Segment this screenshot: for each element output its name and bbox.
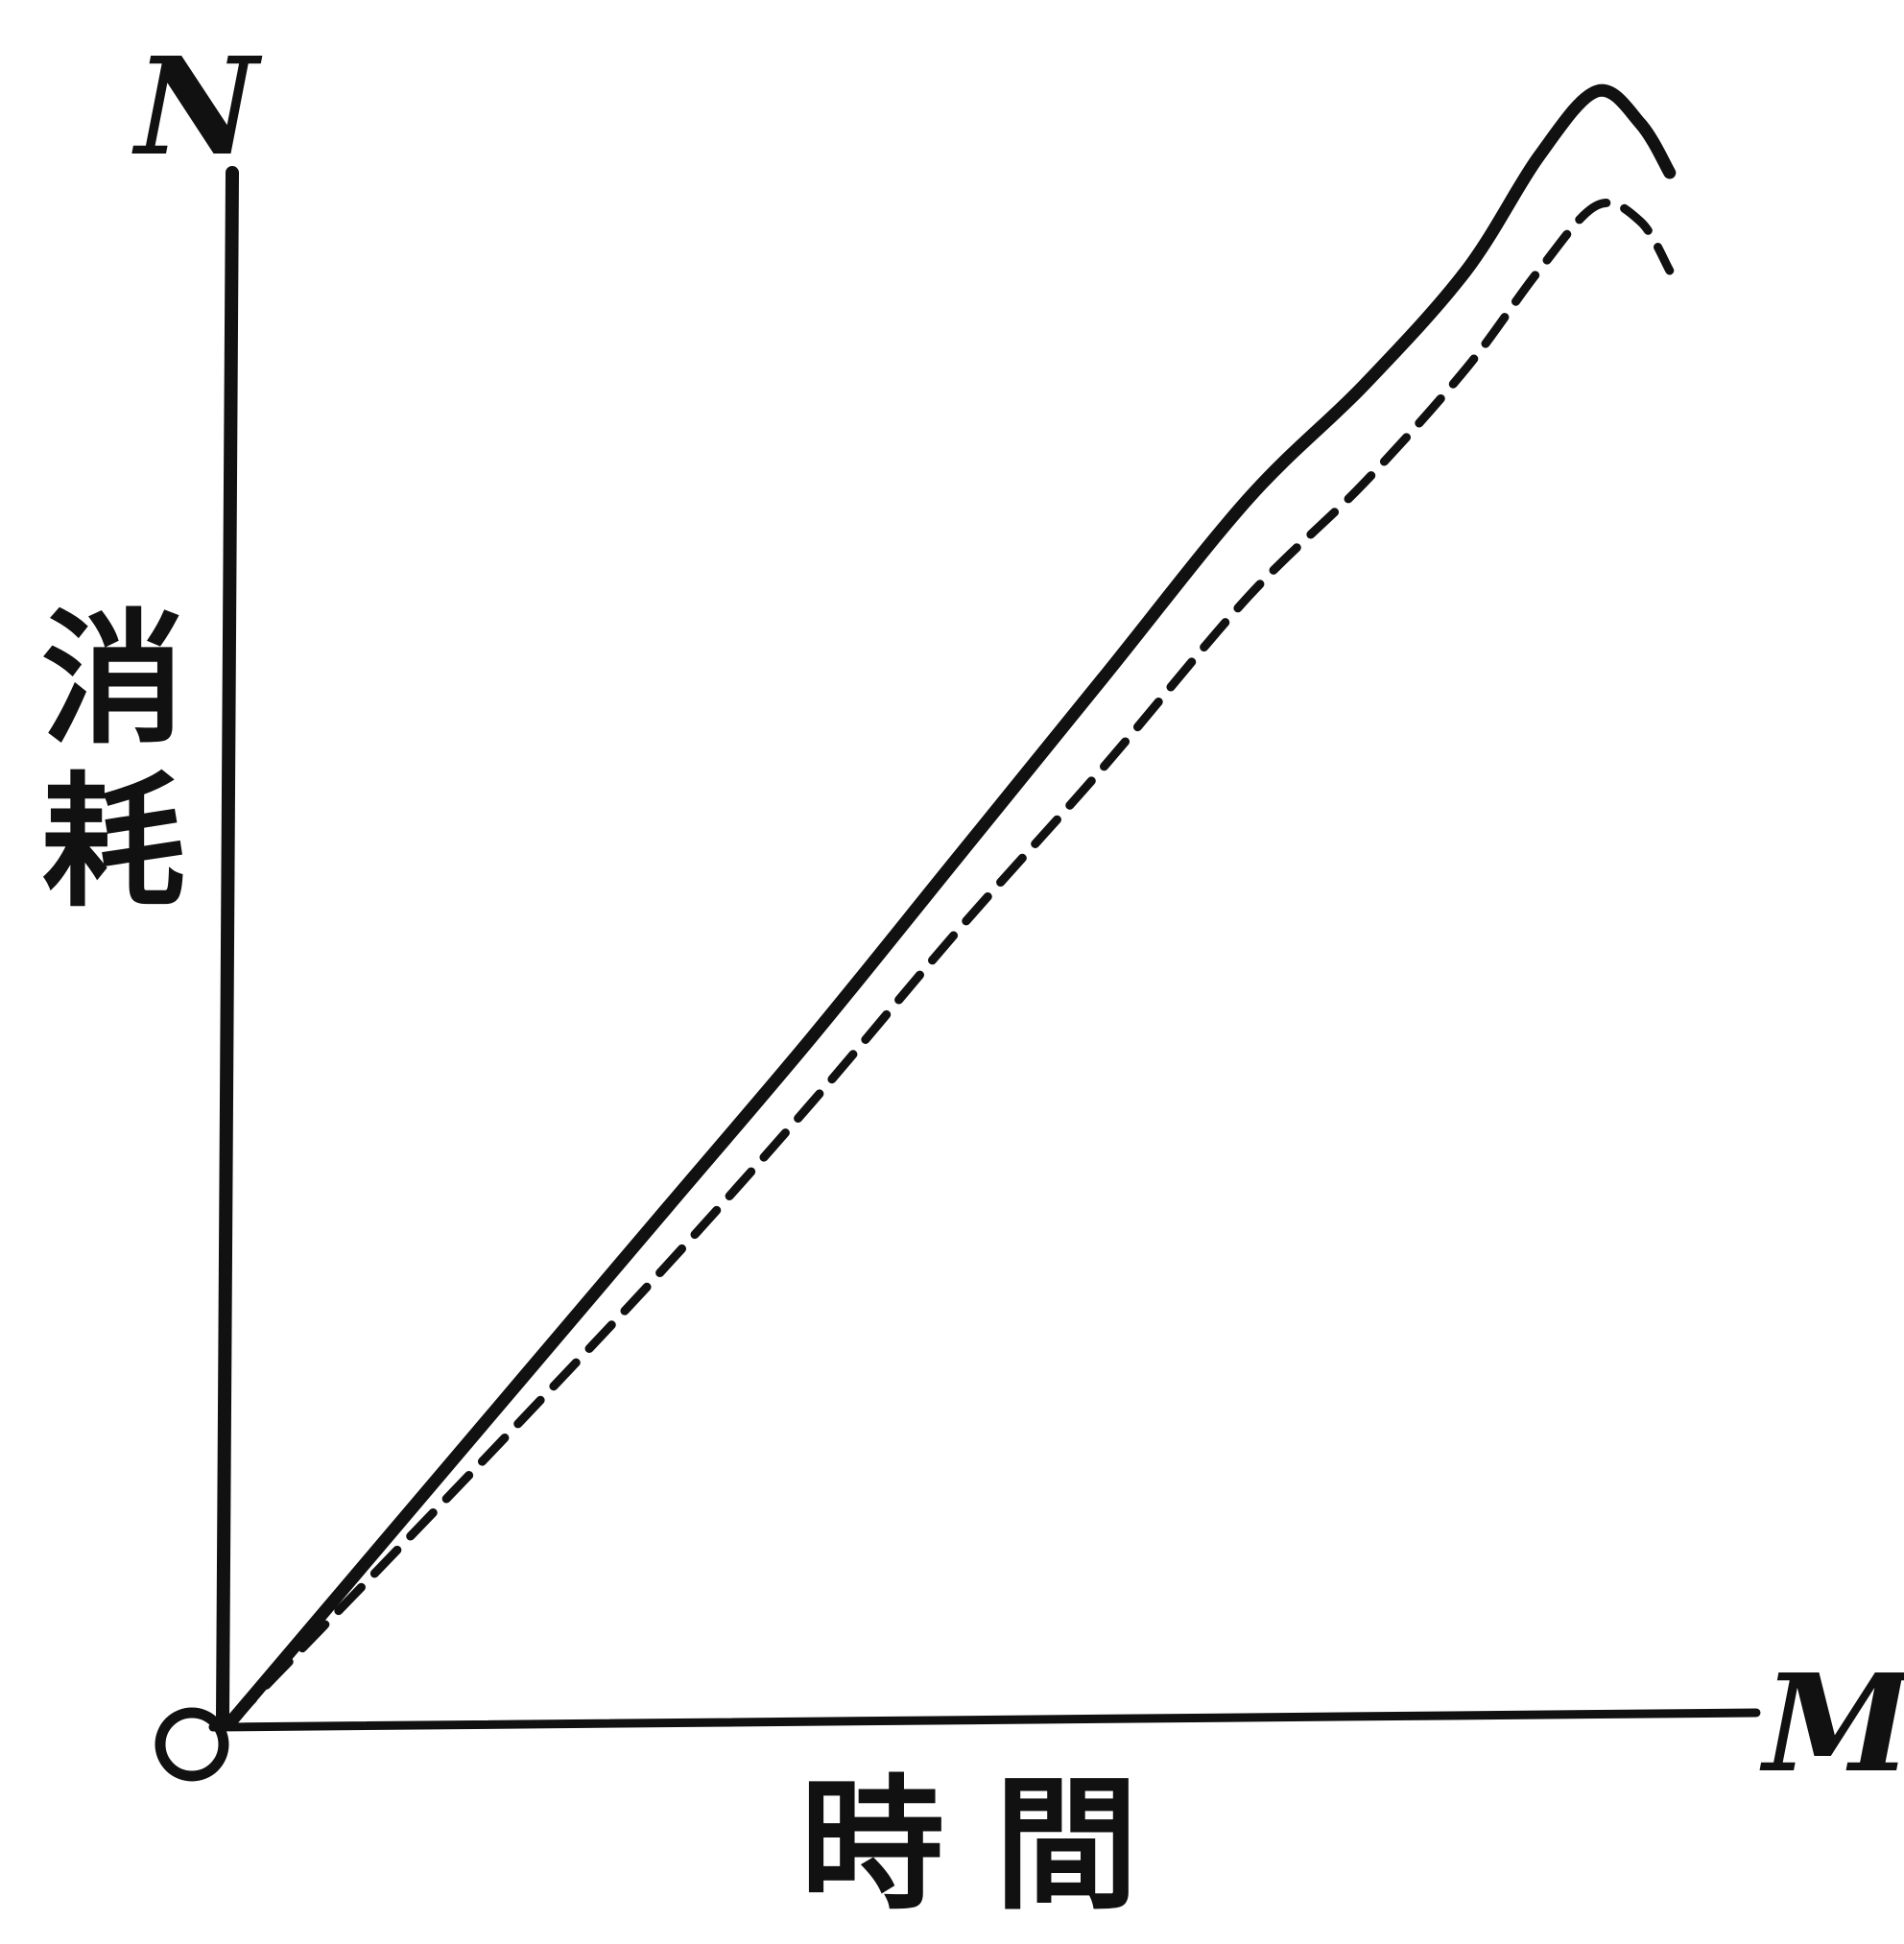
y-axis-end-label: N	[131, 29, 263, 186]
x-axis-end-label: M	[1760, 1646, 1904, 1803]
series-layer	[224, 83, 1677, 1729]
solid-curve-line	[224, 83, 1677, 1729]
origin-circle	[155, 1707, 229, 1782]
y-axis-line	[216, 166, 239, 1724]
y-axis-label-char: 耗	[41, 758, 185, 927]
y-axis-label-char: 消	[41, 595, 185, 764]
x-axis-line	[208, 1708, 1761, 1732]
x-axis-label: 時 間	[800, 1761, 1138, 1930]
dashed-curve-line	[226, 198, 1675, 1727]
y-axis-label: 消耗	[41, 595, 185, 927]
axes	[155, 166, 1761, 1782]
